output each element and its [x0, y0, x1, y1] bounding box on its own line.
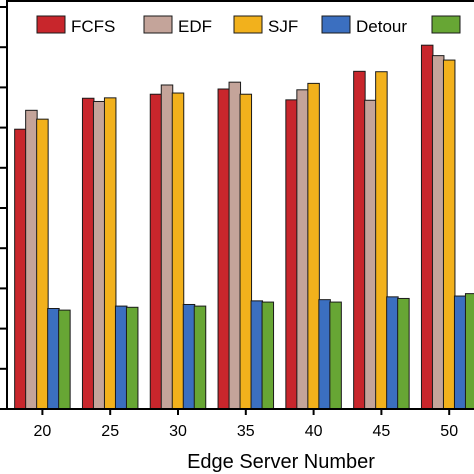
bar-series-0-20: [14, 128, 27, 410]
legend-label-fcfs: FCFS: [71, 17, 115, 36]
bar-series-0-45: [353, 70, 366, 410]
bar-series-3-50: [453, 295, 467, 410]
bar-series-1-40: [296, 89, 309, 410]
bar-series-2-25: [103, 97, 117, 410]
bar-series-2-45: [375, 71, 388, 410]
bar-series-4-30: [193, 305, 207, 410]
legend: FCFS EDF SJF Detour: [36, 15, 461, 36]
bar-series-1-20: [25, 109, 38, 410]
x-tick-label-45: 45: [373, 423, 391, 440]
x-tick-label-40: 40: [305, 423, 323, 440]
bar-series-1-35: [228, 81, 242, 410]
bar-series-2-20: [36, 118, 49, 410]
bar-series-3-35: [250, 300, 264, 410]
bar-series-3-45: [386, 296, 399, 410]
bar-series-3-30: [182, 303, 196, 410]
bar-series-4-25: [125, 306, 139, 410]
bar-series-3-25: [114, 305, 128, 410]
legend-swatch-4: [431, 15, 461, 34]
x-tick-label-50: 50: [440, 423, 458, 440]
legend-label-detour: Detour: [356, 17, 407, 36]
bar-series-4-40: [329, 301, 342, 410]
bar-series-0-40: [285, 99, 298, 410]
bar-series-0-50: [420, 44, 434, 410]
x-tick-label-20: 20: [34, 423, 52, 440]
bar-series-2-40: [307, 82, 320, 410]
bar-series-1-45: [364, 99, 377, 410]
legend-swatch-1: [143, 15, 173, 34]
bar-series-4-45: [397, 297, 410, 410]
bar-series-1-30: [160, 84, 174, 410]
x-tick-label-30: 30: [169, 423, 187, 440]
bar-series-0-30: [149, 93, 163, 410]
bar-series-3-40: [318, 299, 331, 410]
bar-series-1-25: [92, 100, 106, 410]
legend-swatch-0: [36, 15, 66, 34]
x-axis-label: Edge Server Number: [187, 451, 375, 473]
bar-series-1-50: [431, 55, 445, 410]
bar-series-0-25: [81, 97, 95, 410]
legend-label-sjf: SJF: [268, 17, 298, 36]
legend-swatch-3: [321, 15, 351, 34]
bar-series-2-30: [171, 92, 185, 410]
x-tick-label-35: 35: [237, 423, 255, 440]
bar-series-3-20: [47, 308, 60, 410]
bar-series-2-35: [239, 93, 253, 410]
x-tick-label-25: 25: [101, 423, 119, 440]
axes-layer: 20 25 30 35 40 45 50: [0, 0, 474, 440]
bar-series-2-50: [442, 59, 456, 410]
bar-series-4-20: [58, 309, 71, 410]
bar-series-0-35: [217, 88, 231, 410]
legend-swatch-2: [233, 15, 263, 34]
bar-series-4-50: [464, 293, 474, 410]
bar-series-4-35: [261, 301, 275, 410]
legend-label-edf: EDF: [178, 17, 212, 36]
